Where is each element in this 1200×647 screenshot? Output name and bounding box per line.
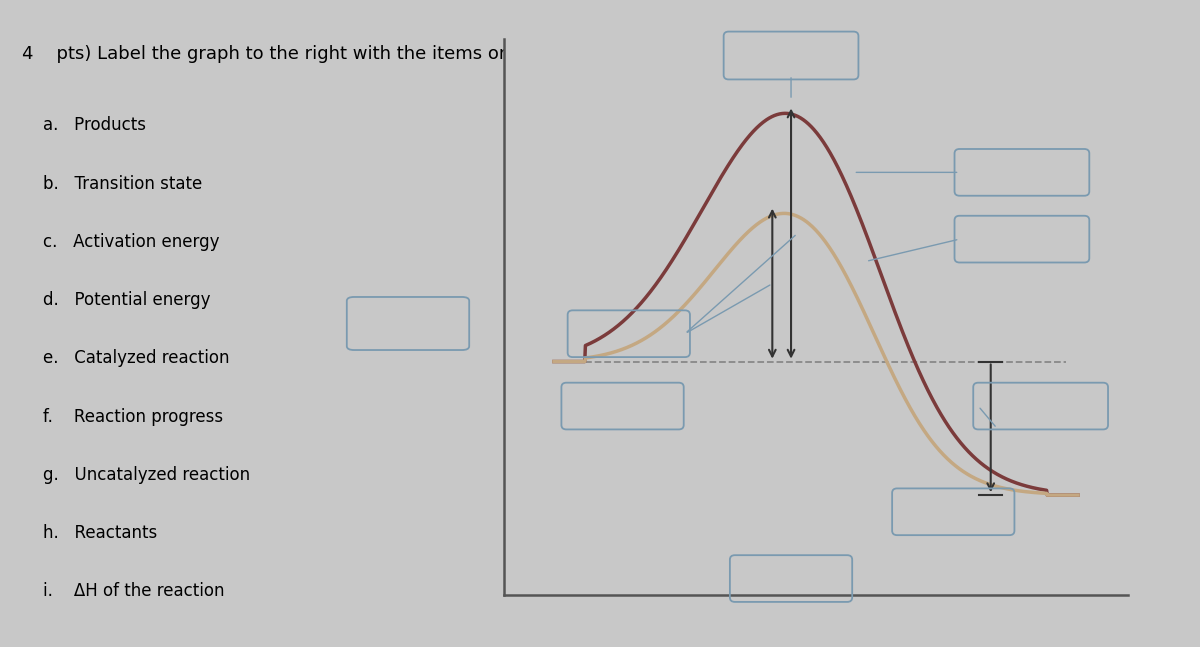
Text: e.   Catalyzed reaction: e. Catalyzed reaction [43, 349, 229, 367]
Text: h.   Reactants: h. Reactants [43, 524, 157, 542]
Text: i.    ΔH of the reaction: i. ΔH of the reaction [43, 582, 224, 600]
Text: g.   Uncatalyzed reaction: g. Uncatalyzed reaction [43, 466, 251, 484]
Text: f.    Reaction progress: f. Reaction progress [43, 408, 223, 426]
Text: c.   Activation energy: c. Activation energy [43, 233, 220, 251]
Text: d.   Potential energy: d. Potential energy [43, 291, 211, 309]
Text: a.   Products: a. Products [43, 116, 146, 135]
Text: 4    pts) Label the graph to the right with the items on the left.: 4 pts) Label the graph to the right with… [22, 45, 586, 63]
Text: b.   Transition state: b. Transition state [43, 175, 203, 193]
